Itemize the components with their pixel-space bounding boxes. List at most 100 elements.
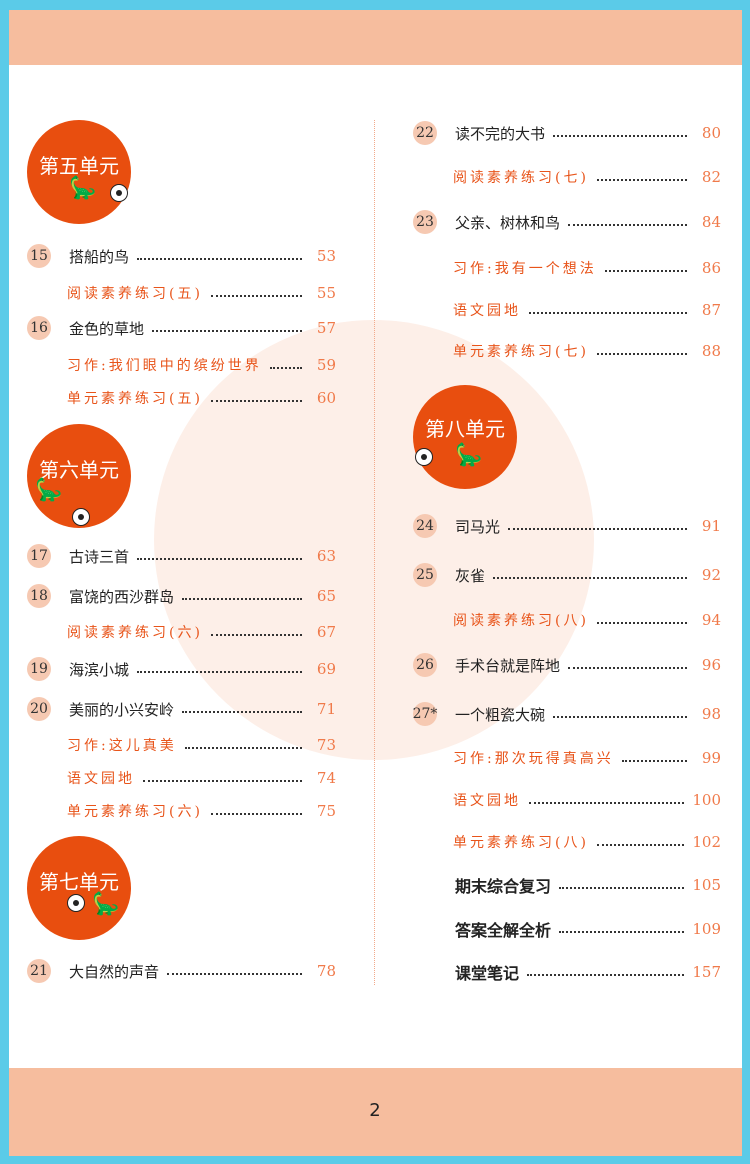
toc-entry[interactable]: 单元素养练习(五) 60 (67, 386, 336, 410)
dot-leader (182, 711, 302, 713)
toc-entry[interactable]: 25 灰雀 92 (413, 563, 721, 587)
entry-page-number: 63 (316, 547, 336, 565)
unit-7-badge: 第七单元 🦕 (27, 836, 131, 940)
entry-page-number: 109 (692, 920, 721, 938)
page-number: 2 (369, 1100, 381, 1121)
entry-page-number: 92 (701, 566, 721, 584)
toc-entry[interactable]: 习作:我们眼中的缤纷世界 59 (67, 353, 336, 377)
entry-page-number: 99 (701, 749, 721, 767)
entry-title: 阅读素养练习(七) (453, 170, 589, 186)
entry-page-number: 55 (316, 284, 336, 302)
dot-leader (604, 270, 687, 272)
soccer-ball-icon (415, 448, 433, 466)
entry-page-number: 91 (701, 517, 721, 535)
toc-entry[interactable]: 阅读素养练习(五) 55 (67, 281, 336, 305)
entry-page-number: 74 (316, 769, 336, 787)
dot-leader (269, 367, 302, 369)
entry-page-number: 73 (316, 736, 336, 754)
entry-page-number: 87 (701, 301, 721, 319)
entry-title: 一个粗瓷大碗 (455, 705, 546, 724)
dinosaur-mascot-icon: 🦕 (35, 478, 63, 503)
entry-title: 语文园地 (453, 793, 521, 809)
unit-label: 第八单元 (425, 417, 505, 441)
lesson-number-badge: 23 (413, 210, 437, 234)
toc-entry[interactable]: 语文园地 74 (67, 766, 336, 790)
dot-leader (137, 671, 302, 673)
soccer-ball-icon (67, 894, 85, 912)
entry-title: 司马光 (455, 517, 501, 536)
toc-entry[interactable]: 17 古诗三首 63 (27, 544, 336, 568)
entry-page-number: 65 (316, 587, 336, 605)
toc-entry[interactable]: 阅读素养练习(六) 67 (67, 620, 336, 644)
entry-page-number: 59 (316, 356, 336, 374)
toc-entry[interactable]: 15 搭船的鸟 53 (27, 244, 336, 268)
entry-page-number: 86 (701, 259, 721, 277)
toc-entry[interactable]: 20 美丽的小兴安岭 71 (27, 697, 336, 721)
dot-leader (210, 295, 302, 297)
toc-entry[interactable]: 单元素养练习(八) 102 (453, 830, 721, 854)
toc-entry[interactable]: 单元素养练习(七) 88 (453, 339, 721, 363)
dot-leader (184, 747, 302, 749)
toc-entry[interactable]: 语文园地 100 (453, 788, 721, 812)
entry-page-number: 105 (692, 876, 721, 894)
dot-leader (167, 973, 302, 975)
column-divider (374, 120, 375, 985)
dot-leader (553, 135, 687, 137)
dot-leader (621, 760, 687, 762)
entry-title: 金色的草地 (69, 319, 145, 338)
entry-title: 大自然的声音 (69, 962, 160, 981)
toc-entry[interactable]: 单元素养练习(六) 75 (67, 799, 336, 823)
dinosaur-mascot-icon: 🦕 (92, 892, 120, 917)
lesson-number-badge: 18 (27, 584, 51, 608)
entry-title: 富饶的西沙群岛 (69, 587, 175, 606)
toc-entry[interactable]: 27* 一个粗瓷大碗 98 (413, 702, 721, 726)
dot-leader (553, 716, 687, 718)
toc-entry[interactable]: 语文园地 87 (453, 298, 721, 322)
toc-entry[interactable]: 23 父亲、树林和鸟 84 (413, 210, 721, 234)
entry-title: 单元素养练习(七) (453, 344, 589, 360)
dot-leader (493, 577, 687, 579)
entry-title: 古诗三首 (69, 547, 130, 566)
toc-entry[interactable]: 22 读不完的大书 80 (413, 121, 721, 145)
toc-entry[interactable]: 课堂笔记 157 (455, 960, 721, 984)
entry-title: 海滨小城 (69, 660, 130, 679)
entry-title: 父亲、树林和鸟 (455, 213, 561, 232)
dot-leader (596, 622, 687, 624)
toc-entry[interactable]: 19 海滨小城 69 (27, 657, 336, 681)
toc-entry[interactable]: 期末综合复习 105 (455, 873, 721, 897)
toc-entry[interactable]: 答案全解全析 109 (455, 917, 721, 941)
toc-entry[interactable]: 习作:我有一个想法 86 (453, 256, 721, 280)
toc-entry[interactable]: 16 金色的草地 57 (27, 316, 336, 340)
lesson-number-badge: 22 (413, 121, 437, 145)
toc-entry[interactable]: 习作:这儿真美 73 (67, 733, 336, 757)
soccer-ball-icon (72, 508, 90, 526)
unit-label: 第六单元 (39, 458, 119, 482)
toc-entry[interactable]: 阅读素养练习(七) 82 (453, 165, 721, 189)
entry-title: 单元素养练习(八) (453, 835, 589, 851)
entry-page-number: 94 (701, 611, 721, 629)
entry-page-number: 100 (692, 791, 721, 809)
lesson-number-badge: 25 (413, 563, 437, 587)
entry-page-number: 75 (316, 802, 336, 820)
dot-leader (137, 258, 302, 260)
toc-entry[interactable]: 18 富饶的西沙群岛 65 (27, 584, 336, 608)
entry-page-number: 71 (316, 700, 336, 718)
entry-title: 阅读素养练习(八) (453, 613, 589, 629)
lesson-number-badge: 20 (27, 697, 51, 721)
toc-entry[interactable]: 阅读素养练习(八) 94 (453, 608, 721, 632)
entry-page-number: 53 (316, 247, 336, 265)
lesson-number-badge: 19 (27, 657, 51, 681)
dinosaur-mascot-icon: 🦕 (69, 176, 97, 201)
entry-page-number: 84 (701, 213, 721, 231)
entry-title: 单元素养练习(五) (67, 391, 203, 407)
toc-entry[interactable]: 26 手术台就是阵地 96 (413, 653, 721, 677)
unit-5-badge: 第五单元 🦕 (27, 120, 131, 224)
toc-entry[interactable]: 21 大自然的声音 78 (27, 959, 336, 983)
toc-entry[interactable]: 24 司马光 91 (413, 514, 721, 538)
entry-title: 语文园地 (453, 303, 521, 319)
entry-page-number: 102 (692, 833, 721, 851)
toc-entry[interactable]: 习作:那次玩得真高兴 99 (453, 746, 721, 770)
entry-page-number: 78 (316, 962, 336, 980)
dot-leader (143, 780, 302, 782)
entry-title: 单元素养练习(六) (67, 804, 203, 820)
